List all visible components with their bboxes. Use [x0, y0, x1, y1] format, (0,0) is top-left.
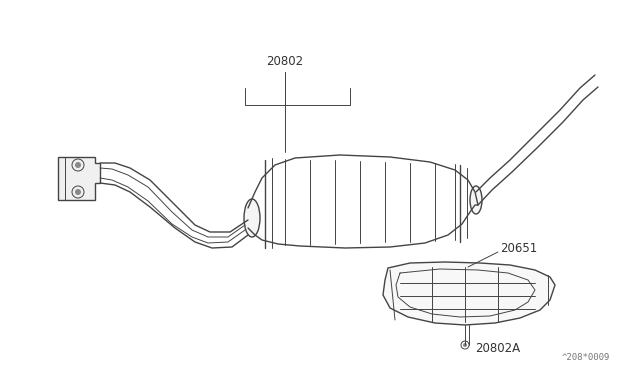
Text: 20802A: 20802A [475, 341, 520, 355]
Polygon shape [58, 157, 100, 200]
Circle shape [463, 343, 467, 347]
Ellipse shape [244, 199, 260, 237]
Polygon shape [383, 262, 555, 325]
Ellipse shape [470, 186, 482, 214]
Text: 20802: 20802 [266, 55, 303, 68]
Text: ^208*0009: ^208*0009 [562, 353, 610, 362]
Circle shape [75, 189, 81, 195]
Circle shape [75, 162, 81, 168]
Text: 20651: 20651 [500, 241, 537, 254]
